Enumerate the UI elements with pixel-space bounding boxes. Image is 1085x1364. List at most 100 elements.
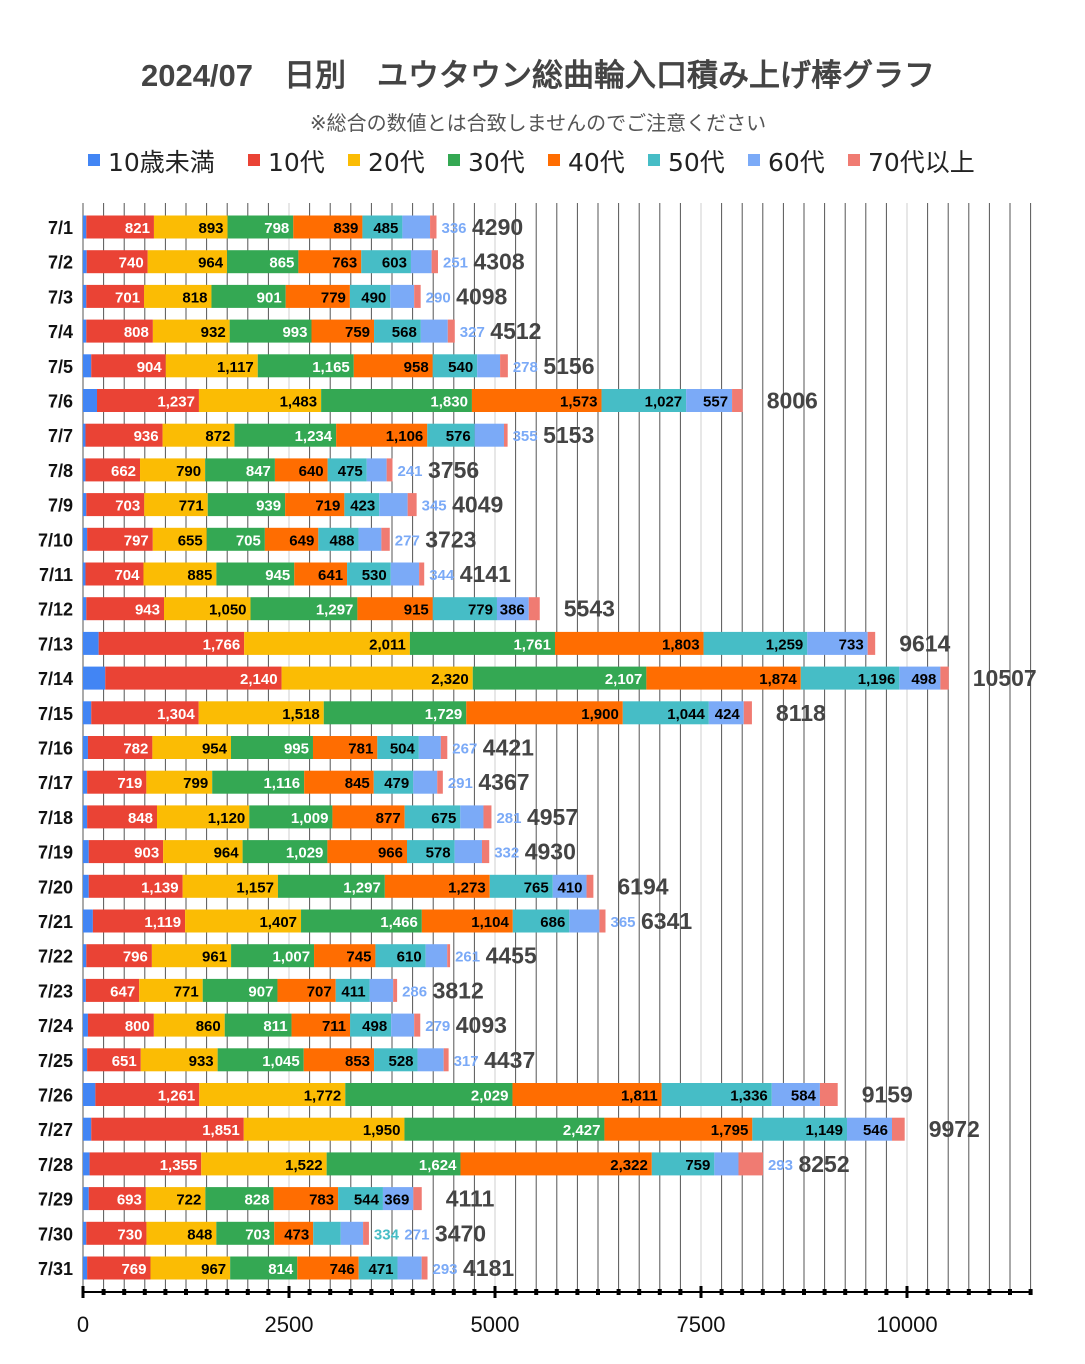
total-label: 4049 [452,492,503,518]
bar-segment [369,978,394,1002]
segment-label: 686 [540,914,565,931]
bar-segment [703,631,808,655]
day-label: 7/19 [38,843,73,863]
bar-segment [89,1152,202,1176]
segment-label: 578 [426,845,451,862]
bar-segment [229,319,312,343]
segment-label: 745 [346,949,371,966]
segment-label: 2,107 [605,671,643,688]
bar-segment [460,1152,652,1176]
day-label: 7/24 [38,1016,73,1036]
x-tick-label: 10000 [876,1312,937,1337]
segment-label-outside: 334 [374,1226,400,1243]
bar-segment [382,1187,414,1211]
segment-label: 936 [134,428,159,445]
bar-segment [338,1187,383,1211]
segment-label: 763 [332,255,357,272]
total-label: 6194 [617,873,668,899]
bar-segment [86,493,145,517]
bar-segment [407,493,417,517]
bar-segment [413,770,438,794]
segment-label: 504 [390,741,416,758]
chart-subtitle: ※総合の数値とは合致しませんのでご注意ください [310,111,766,135]
segment-label: 759 [685,1157,710,1174]
segment-label: 945 [265,567,290,584]
bar-segment [311,319,375,343]
bar-segment [86,597,164,621]
bar-segment [87,527,153,551]
total-label: 4512 [490,318,541,344]
segment-label: 893 [198,220,223,237]
segment-label: 964 [214,845,240,862]
segment-label: 540 [448,359,473,376]
bar-segment [604,1117,753,1141]
bar-segment [83,527,88,551]
total-label: 10507 [973,665,1037,691]
bar-segment [86,944,152,968]
total-label: 4367 [478,769,529,795]
segment-label: 966 [378,845,403,862]
bar-segment [87,1013,154,1037]
legend-label: 50代 [668,148,725,177]
bar-segment [285,493,345,517]
bar-segment [867,631,876,655]
segment-label: 1,157 [236,879,274,896]
bar-segment [374,319,421,343]
segment-label: 933 [189,1053,214,1070]
segment-label-outside: 336 [441,220,466,237]
legend-label: 70代以上 [868,148,975,177]
bar-segment [83,423,86,447]
bar-segment [940,666,949,690]
day-label: 7/22 [38,947,73,967]
segment-label: 369 [384,1192,409,1209]
bar-segment [379,493,408,517]
segment-label: 958 [404,359,429,376]
bar-segment [447,944,451,968]
bar-segment [147,250,228,274]
segment-label: 386 [500,602,525,619]
bar-segment [92,909,186,933]
day-label: 7/17 [38,773,73,793]
bar-segment [143,562,217,586]
segment-label: 964 [198,255,224,272]
chart-title: 2024/07 日別 ユウタウン総曲輪入口積み上げ棒グラフ [141,58,935,93]
bar-segment [483,805,492,829]
bar-segment [86,215,154,239]
segment-label: 1,029 [286,845,324,862]
bars: 7/1 821 893 798 839 485 336 4290 7/2 740 964 865 763… [38,214,1037,1281]
bar-segment [83,1256,88,1280]
segment-label: 528 [389,1053,414,1070]
bar-segment [85,423,163,447]
bar-segment [86,250,148,274]
bar-segment [86,319,153,343]
bar-segment [163,597,251,621]
segment-label: 746 [330,1261,355,1278]
day-label: 7/30 [38,1224,73,1244]
bar-segment [414,1013,421,1037]
bar-segment [397,1256,422,1280]
segment-label: 473 [284,1226,309,1243]
bar-segment [743,701,752,725]
segment-label: 711 [322,1018,346,1035]
bar-segment [257,354,354,378]
segment-label: 1,483 [280,394,318,411]
bar-segment [83,874,89,898]
day-label: 7/31 [38,1259,73,1279]
total-label: 4957 [527,804,578,830]
legend-label: 10代 [268,148,325,177]
bar-segment [528,597,540,621]
bar-segment [95,1083,200,1106]
segment-label: 1,045 [262,1053,300,1070]
bar-segment [512,1083,662,1106]
bar-segment [207,493,286,517]
bar-segment [752,1117,848,1141]
segment-label: 877 [376,810,401,827]
segment-label: 847 [246,463,271,480]
bar-segment [83,250,87,274]
segment-label: 954 [202,741,228,758]
segment-label: 1,050 [209,602,247,619]
bar-segment [323,701,467,725]
bar-segment [298,250,362,274]
bar-segment [358,1256,398,1280]
segment-label: 649 [289,532,314,549]
